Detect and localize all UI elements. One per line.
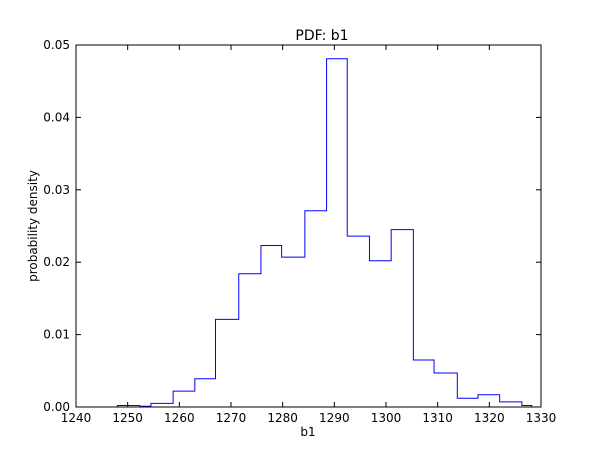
x-tick-label: 1330 (526, 411, 557, 425)
x-tick-label: 1280 (267, 411, 298, 425)
x-tick-label: 1260 (164, 411, 195, 425)
y-axis-label: probability density (26, 170, 40, 282)
y-tick-label: 0.02 (43, 255, 70, 269)
axes-frame (75, 44, 542, 408)
x-tick-label: 1320 (474, 411, 505, 425)
x-tick-label: 1300 (371, 411, 402, 425)
y-tick-label: 0.03 (43, 183, 70, 197)
x-axis-label: b1 (300, 425, 315, 439)
y-tick-label: 0.01 (43, 328, 70, 342)
y-tick-label: 0.00 (43, 400, 70, 414)
x-tick-label: 1270 (216, 411, 247, 425)
x-tick-label: 1240 (61, 411, 92, 425)
x-tick-label: 1250 (112, 411, 143, 425)
histogram-step-line (116, 58, 533, 407)
y-tick-label: 0.05 (43, 38, 70, 52)
x-tick-label: 1290 (319, 411, 350, 425)
x-tick-label: 1310 (422, 411, 453, 425)
plot-area: 1240 1250 1260 1270 1280 1290 1300 1310 1320 1330… (43, 38, 556, 425)
chart-title: PDF: b1 (295, 28, 348, 44)
y-tick-label: 0.04 (43, 110, 70, 124)
